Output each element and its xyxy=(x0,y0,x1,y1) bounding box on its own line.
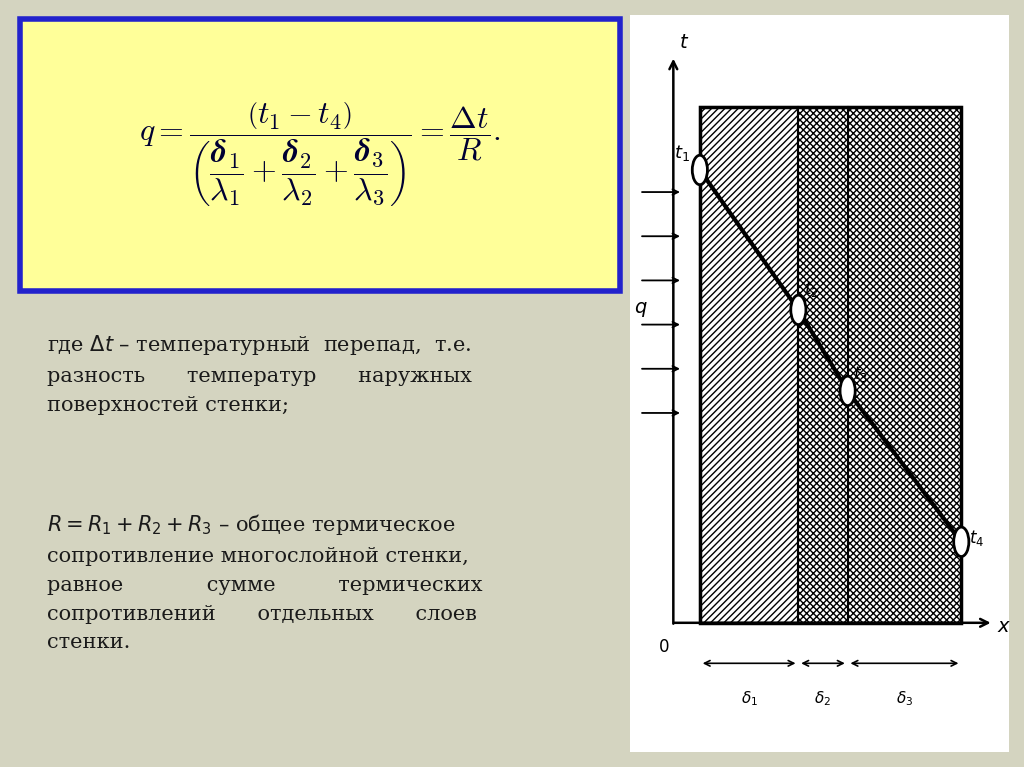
Text: $\delta_2$: $\delta_2$ xyxy=(814,689,831,708)
Circle shape xyxy=(791,295,806,324)
Text: $q = \dfrac{\left(t_1 - t_4\right)}{\left(\dfrac{\boldsymbol{\delta}_{\mathbf{1}: $q = \dfrac{\left(t_1 - t_4\right)}{\lef… xyxy=(139,101,501,209)
Text: $t_3$: $t_3$ xyxy=(853,364,868,384)
Circle shape xyxy=(692,155,708,185)
Text: $R = R_1 + R_2 + R_3$ – общее термическое
сопротивление многослойной стенки,
рав: $R = R_1 + R_2 + R_3$ – общее термическо… xyxy=(47,512,483,652)
Bar xyxy=(699,107,962,623)
Text: $t_2$: $t_2$ xyxy=(804,279,819,299)
Text: $0$: $0$ xyxy=(658,637,670,656)
Circle shape xyxy=(840,376,855,406)
Text: $\delta_1$: $\delta_1$ xyxy=(740,689,758,708)
FancyBboxPatch shape xyxy=(20,19,620,291)
Circle shape xyxy=(953,527,969,557)
Bar xyxy=(799,107,848,623)
Text: $q$: $q$ xyxy=(634,301,647,319)
Text: $\delta_3$: $\delta_3$ xyxy=(896,689,913,708)
Text: $t_4$: $t_4$ xyxy=(969,528,984,548)
Bar xyxy=(699,107,799,623)
Text: $x$: $x$ xyxy=(997,617,1012,636)
Text: $t$: $t$ xyxy=(679,33,689,52)
Text: где $\Delta t$ – температурный  перепад,  т.е.
разность  температур  наружных
по: где $\Delta t$ – температурный перепад, … xyxy=(47,333,472,414)
Text: $t_1$: $t_1$ xyxy=(675,143,690,163)
Bar xyxy=(848,107,962,623)
